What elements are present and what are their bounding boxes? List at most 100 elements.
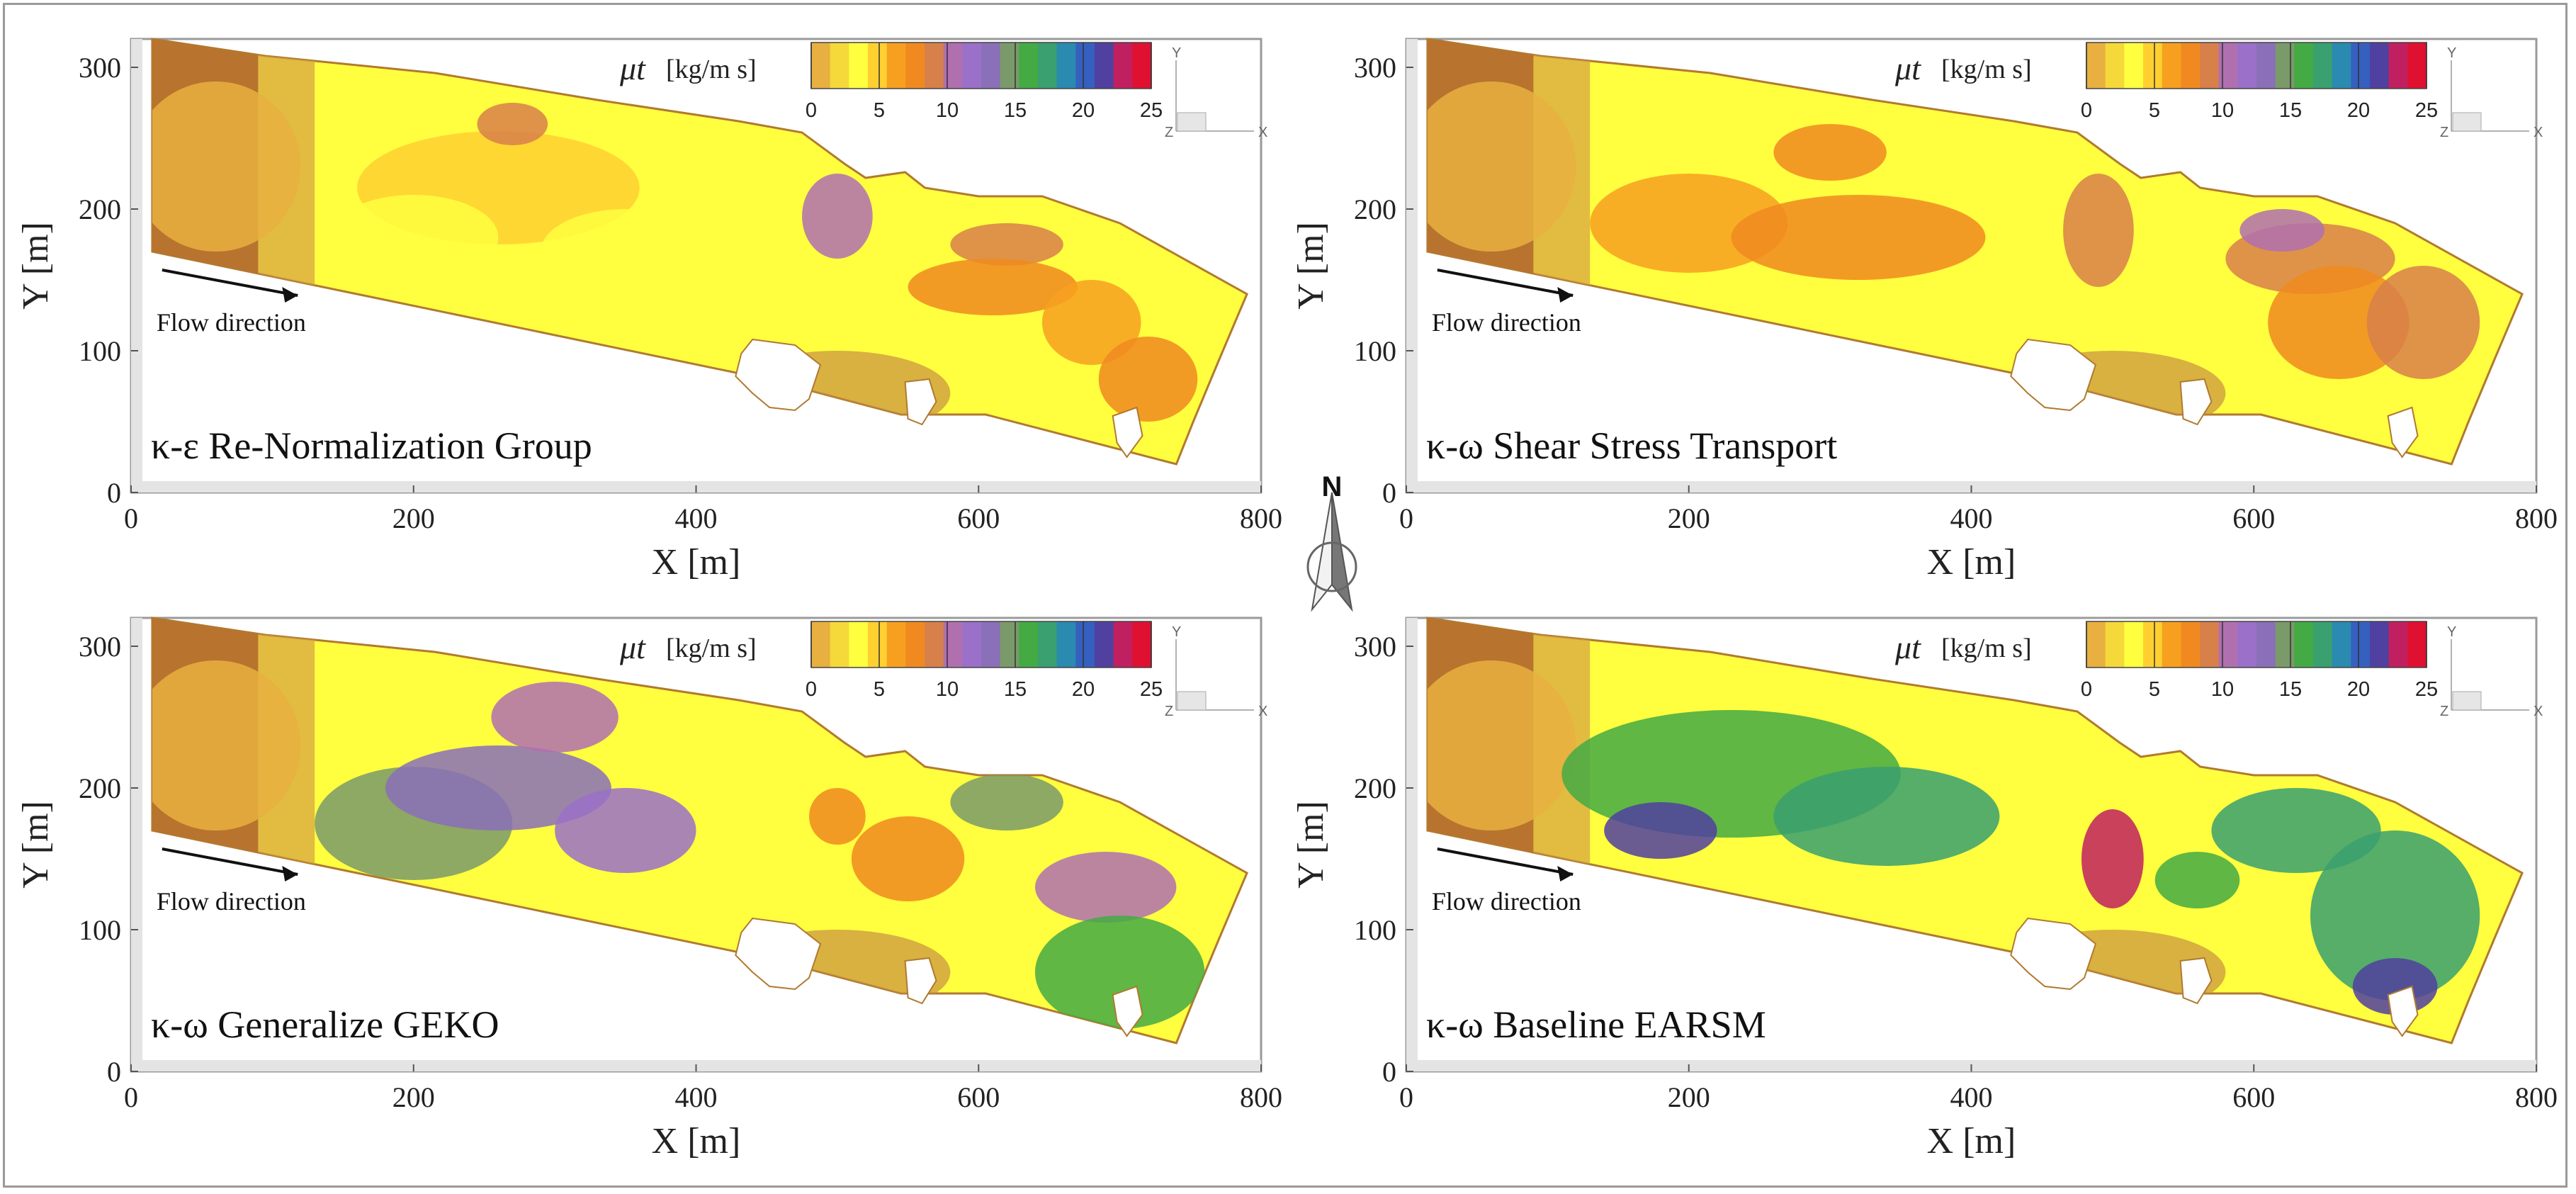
y-tick-label: 100: [79, 335, 121, 367]
island-hole: [2010, 917, 2097, 991]
colorbar-tick-label: 20: [2347, 99, 2370, 122]
x-tick-label: 800: [1240, 1081, 1282, 1113]
x-tick-label: 400: [675, 502, 718, 534]
colorbar-segment: [2407, 43, 2427, 89]
colorbar-segment: [811, 43, 831, 89]
colorbar-segment: [2313, 43, 2333, 89]
x-tick-label: 800: [2515, 502, 2558, 534]
x-tick-label: 0: [124, 1081, 138, 1113]
colorbar-segment: [1056, 43, 1076, 89]
colorbar-segment: [2181, 621, 2201, 668]
x-axis-label: X [m]: [1927, 1121, 2016, 1161]
x-tick-label: 0: [1399, 1081, 1413, 1113]
north-arrow-ring: [1306, 541, 1357, 592]
colorbar-segment: [2143, 43, 2163, 89]
field-blob: [1041, 280, 1141, 365]
colorbar-segment: [2162, 43, 2181, 89]
triad-z-label: Z: [2440, 704, 2448, 719]
model-name-label: κ-ω Baseline EARSM: [1426, 1003, 1766, 1046]
colorbar-segment: [868, 43, 888, 89]
colorbar-unit: [kg/m s]: [666, 55, 757, 84]
colorbar-segment: [2124, 621, 2144, 668]
x-tick-label: 0: [124, 502, 138, 534]
field-blob: [950, 774, 1063, 830]
colorbar-tick-label: 20: [2347, 678, 2370, 701]
flow-arrow-line: [162, 847, 298, 876]
y-tick-label: 300: [1354, 631, 1396, 663]
flow-direction-label: Flow direction: [1432, 887, 1581, 916]
field-blob: [477, 103, 548, 145]
x-tick-label: 200: [1668, 1081, 1710, 1113]
colorbar-segment: [2351, 43, 2371, 89]
field-blob: [2268, 266, 2410, 379]
colorbar-tick-label: 25: [1140, 99, 1163, 122]
colorbar-segment: [2256, 43, 2276, 89]
colorbar-segment: [2105, 621, 2125, 668]
colorbar-tick-label: 15: [2279, 678, 2302, 701]
triad-box: [2452, 691, 2482, 711]
triad-y-label: Y: [2447, 624, 2456, 640]
triad-box: [2452, 112, 2482, 132]
model-name-label: κ-ω Shear Stress Transport: [1426, 424, 1837, 467]
island-hole: [735, 917, 822, 991]
field-blob: [152, 81, 301, 252]
y-tick-label: 200: [79, 772, 121, 804]
colorbar-segment: [962, 43, 982, 89]
field-blob: [2352, 958, 2438, 1015]
model-name-label: κ-ε Re-Normalization Group: [151, 424, 592, 467]
field-blob: [809, 788, 866, 845]
colorbar-segment: [2388, 43, 2408, 89]
triad-box: [1177, 112, 1207, 132]
colorbar-segment: [1095, 621, 1114, 668]
field-blob: [1098, 337, 1198, 422]
flow-arrow-line: [1437, 269, 1574, 297]
colorbar-segment: [2143, 621, 2163, 668]
left-edge-band: [1406, 39, 1418, 492]
field-blob: [2239, 209, 2324, 252]
field-blob: [1427, 660, 1576, 830]
colorbar-segment: [2275, 43, 2295, 89]
colorbar-segment: [1075, 43, 1095, 89]
triad-z-label: Z: [1165, 704, 1173, 719]
colorbar-tick-label: 0: [2081, 678, 2092, 701]
colorbar-tick-label: 10: [2211, 99, 2234, 122]
colorbar-segment: [1075, 621, 1095, 668]
field-blob: [851, 816, 965, 901]
x-tick-label: 200: [392, 502, 435, 534]
island-hole: [2387, 406, 2419, 458]
colorbar-segment: [981, 43, 1001, 89]
island-hole: [1112, 985, 1143, 1037]
triad-y-label: Y: [1172, 624, 1181, 640]
y-axis-label: Y [m]: [1291, 801, 1331, 889]
colorbar-tick-label: 10: [936, 99, 959, 122]
colorbar-segment: [830, 621, 849, 668]
x-tick-label: 600: [957, 1081, 1000, 1113]
colorbar-segment: [886, 621, 906, 668]
triad-y-label: Y: [2447, 45, 2456, 61]
x-axis-label: X [m]: [652, 542, 741, 582]
colorbar-tick-label: 0: [806, 678, 817, 701]
colorbar-tick-label: 25: [2415, 99, 2438, 122]
colorbar-tick-label: 15: [1004, 99, 1027, 122]
colorbar-segment: [2162, 621, 2181, 668]
y-tick-label: 200: [1354, 193, 1396, 225]
colorbar-segment: [2370, 621, 2390, 668]
island-hole: [904, 378, 937, 426]
colorbar-segment: [1019, 621, 1039, 668]
x-tick-label: 600: [957, 502, 1000, 534]
x-tick-label: 200: [392, 1081, 435, 1113]
field-blob: [385, 745, 611, 830]
colorbar-segment: [886, 43, 906, 89]
colorbar-segment: [1000, 43, 1019, 89]
y-tick-label: 200: [79, 193, 121, 225]
colorbar-tick-label: 5: [874, 99, 885, 122]
colorbar-tick-label: 5: [874, 678, 885, 701]
island-hole: [735, 338, 822, 412]
colorbar-segment: [2294, 621, 2314, 668]
flow-arrow-head: [1557, 866, 1574, 882]
colorbar-tick-label: 10: [936, 678, 959, 701]
colorbar-symbol: μt: [1894, 629, 1921, 665]
y-tick-label: 100: [79, 914, 121, 946]
